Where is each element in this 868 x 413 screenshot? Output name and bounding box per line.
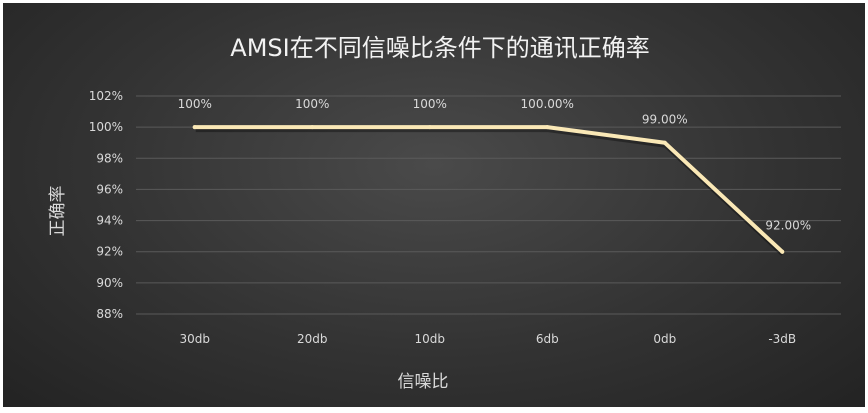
data-label: 99.00% [642, 113, 688, 127]
x-axis-ticks: 30db 20db 10db 6db 0db -3dB [179, 332, 796, 346]
data-point [545, 125, 550, 130]
chart-container: AMSI在不同信噪比条件下的通讯正确率 正确率 信噪比 88% 90% 92% 94%… [3, 3, 865, 407]
data-point [310, 125, 315, 130]
x-tick-label: -3dB [768, 332, 796, 346]
data-point [427, 125, 432, 130]
series-line [192, 125, 785, 254]
y-tick-label: 102% [89, 89, 123, 103]
y-axis-ticks: 88% 90% 92% 94% 96% 98% 100% 102% [89, 89, 123, 321]
y-tick-label: 90% [96, 276, 123, 290]
x-tick-label: 6db [536, 332, 559, 346]
data-label: 100% [295, 97, 329, 111]
y-tick-label: 96% [96, 182, 123, 196]
y-axis-title: 正确率 [48, 186, 68, 237]
series-line-shadow [195, 126, 786, 256]
data-labels: 100% 100% 100% 100.00% 99.00% 92.00% [178, 97, 812, 233]
y-tick-label: 92% [96, 245, 123, 259]
series-layer [192, 125, 786, 256]
x-tick-label: 0db [653, 332, 676, 346]
y-tick-label: 100% [89, 120, 123, 134]
x-tick-label: 30db [179, 332, 210, 346]
x-axis-title: 信噪比 [398, 372, 449, 392]
data-label: 100% [178, 97, 212, 111]
data-point [192, 125, 197, 130]
data-label: 100% [413, 97, 447, 111]
data-point [780, 249, 785, 254]
y-tick-label: 98% [96, 151, 123, 165]
data-label: 100.00% [521, 97, 574, 111]
x-tick-label: 10db [414, 332, 445, 346]
x-tick-label: 20db [297, 332, 328, 346]
y-tick-label: 94% [96, 214, 123, 228]
data-point [662, 140, 667, 145]
chart-title: AMSI在不同信噪比条件下的通讯正确率 [230, 34, 649, 62]
line-chart: AMSI在不同信噪比条件下的通讯正确率 正确率 信噪比 88% 90% 92% 94%… [48, 34, 841, 392]
y-tick-label: 88% [96, 307, 123, 321]
data-label: 92.00% [765, 219, 811, 233]
